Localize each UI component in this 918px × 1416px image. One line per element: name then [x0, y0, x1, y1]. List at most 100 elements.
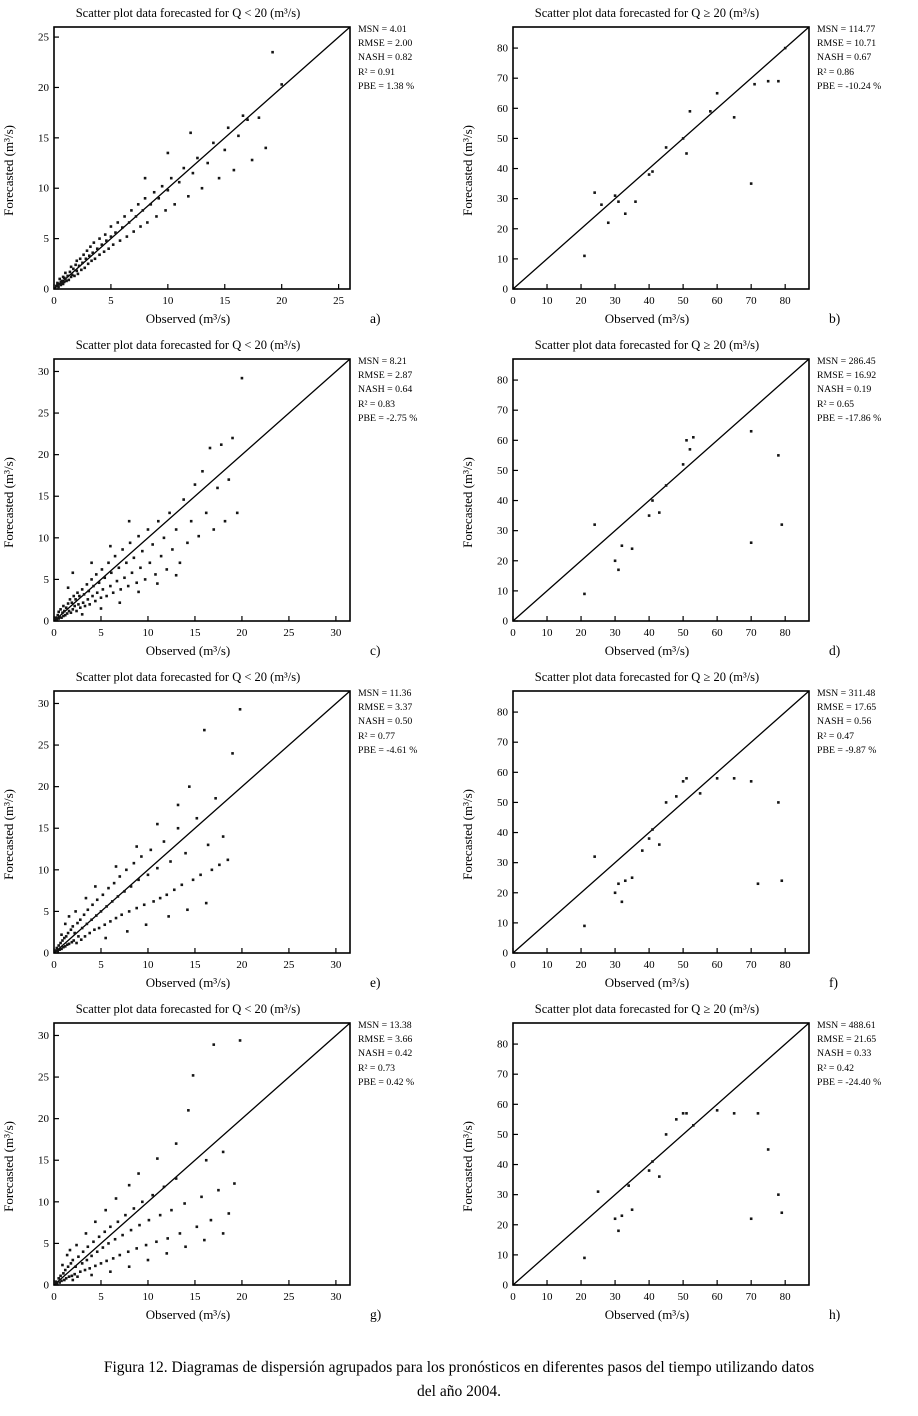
stat-rmse: RMSE = 17.65 [817, 702, 877, 714]
svg-text:40: 40 [644, 1291, 656, 1303]
svg-text:25: 25 [38, 1072, 50, 1084]
panel-letter: e) [370, 975, 381, 990]
scatter-panel: Scatter plot data forecasted for Q ≥ 20 … [459, 338, 918, 670]
svg-text:0: 0 [44, 948, 50, 960]
svg-text:0: 0 [510, 1291, 516, 1303]
stat-msn: MSN = 13.38 [358, 1020, 412, 1031]
x-axis-label: Observed (m³/s) [604, 311, 690, 326]
x-axis-label: Observed (m³/s) [145, 643, 231, 658]
y-axis-label-wrap: Forecasted (m³/s) [0, 21, 18, 319]
svg-text:70: 70 [497, 405, 509, 417]
svg-text:50: 50 [497, 797, 509, 809]
svg-text:10: 10 [497, 253, 509, 265]
svg-text:60: 60 [712, 627, 724, 639]
svg-text:5: 5 [108, 295, 114, 307]
svg-text:80: 80 [780, 1291, 792, 1303]
svg-text:5: 5 [44, 906, 50, 918]
x-axis-label-row: Observed (m³/s) f) [477, 975, 838, 991]
y-axis-label: Forecasted (m³/s) [460, 1120, 475, 1212]
panel-letter: b) [829, 311, 841, 326]
x-axis-label-row: Observed (m³/s) c) [18, 643, 381, 659]
stat-rmse: RMSE = 10.71 [817, 38, 877, 50]
stat-nash: NASH = 0.67 [817, 52, 872, 64]
svg-text:20: 20 [497, 1219, 509, 1231]
svg-text:40: 40 [497, 495, 509, 507]
scatter-panel: Scatter plot data forecasted for Q ≥ 20 … [459, 670, 918, 1002]
x-axis-label: Observed (m³/s) [145, 1307, 231, 1322]
stat-r2: R² = 0.86 [817, 66, 855, 78]
stat-nash: NASH = 0.82 [358, 52, 413, 64]
y-axis-label-wrap: Forecasted (m³/s) [0, 1017, 18, 1315]
chart-title: Scatter plot data forecasted for Q ≥ 20 … [534, 1002, 760, 1016]
svg-text:20: 20 [38, 82, 50, 94]
scatter-plot: 0 5 10 15 20 25 30 0 5 10 15 20 25 30 [38, 690, 351, 971]
svg-text:25: 25 [283, 959, 295, 971]
panel-letter: d) [829, 643, 841, 658]
svg-text:60: 60 [712, 295, 724, 307]
svg-text:40: 40 [644, 959, 656, 971]
svg-text:0: 0 [503, 1280, 509, 1292]
svg-text:25: 25 [333, 295, 345, 307]
svg-text:20: 20 [236, 1291, 248, 1303]
svg-text:0: 0 [503, 948, 509, 960]
stat-r2: R² = 0.47 [817, 730, 855, 742]
stat-rmse: RMSE = 3.37 [358, 702, 413, 714]
svg-text:0: 0 [503, 284, 509, 296]
svg-text:80: 80 [497, 375, 509, 387]
stats-box: MSN = 13.38 RMSE = 3.66 NASH = 0.42 R² =… [358, 1017, 454, 1090]
stat-pbe: PBE = -2.75 % [358, 412, 418, 424]
y-axis-label-wrap: Forecasted (m³/s) [0, 353, 18, 651]
svg-text:20: 20 [576, 295, 588, 307]
y-axis-label: Forecasted (m³/s) [1, 124, 16, 216]
svg-text:20: 20 [576, 959, 588, 971]
svg-text:0: 0 [510, 627, 516, 639]
svg-text:60: 60 [712, 959, 724, 971]
figure-caption: Figura 12. Diagramas de dispersión agrup… [0, 1356, 918, 1404]
svg-text:60: 60 [497, 103, 509, 115]
stat-rmse: RMSE = 2.00 [358, 38, 413, 50]
svg-text:30: 30 [38, 698, 50, 710]
y-axis-label: Forecasted (m³/s) [1, 1120, 16, 1212]
scatter-panel: Scatter plot data forecasted for Q < 20 … [0, 670, 459, 1002]
svg-text:40: 40 [644, 627, 656, 639]
svg-text:60: 60 [497, 1099, 509, 1111]
svg-text:0: 0 [51, 627, 57, 639]
chart-title: Scatter plot data forecasted for Q < 20 … [75, 670, 301, 684]
stat-r2: R² = 0.73 [358, 1062, 396, 1074]
svg-text:30: 30 [610, 959, 622, 971]
chart-title: Scatter plot data forecasted for Q < 20 … [75, 338, 301, 352]
x-axis-label-row: Observed (m³/s) g) [18, 1307, 381, 1323]
stat-nash: NASH = 0.56 [817, 716, 872, 728]
stat-nash: NASH = 0.42 [358, 1048, 413, 1060]
x-axis-label: Observed (m³/s) [145, 311, 231, 326]
svg-text:5: 5 [44, 1238, 50, 1250]
y-axis-label: Forecasted (m³/s) [460, 124, 475, 216]
svg-text:15: 15 [219, 295, 231, 307]
svg-text:30: 30 [38, 366, 50, 378]
svg-text:25: 25 [38, 740, 50, 752]
svg-text:10: 10 [497, 917, 509, 929]
svg-text:5: 5 [98, 1291, 104, 1303]
stat-pbe: PBE = -4.61 % [358, 744, 418, 756]
svg-text:10: 10 [497, 1249, 509, 1261]
svg-text:10: 10 [497, 585, 509, 597]
x-axis-label-row: Observed (m³/s) h) [477, 1307, 840, 1323]
svg-text:10: 10 [38, 864, 50, 876]
svg-text:20: 20 [276, 295, 288, 307]
svg-text:25: 25 [283, 627, 295, 639]
svg-text:60: 60 [497, 767, 509, 779]
svg-text:40: 40 [497, 163, 509, 175]
svg-text:30: 30 [330, 1291, 342, 1303]
svg-text:0: 0 [51, 1291, 57, 1303]
svg-text:20: 20 [38, 1113, 50, 1125]
scatter-plot: 0 5 10 15 20 25 0 5 10 15 20 25 [38, 26, 351, 307]
svg-text:0: 0 [44, 284, 50, 296]
svg-text:15: 15 [38, 491, 50, 503]
svg-text:20: 20 [497, 887, 509, 899]
x-axis-label: Observed (m³/s) [604, 1307, 690, 1322]
stat-rmse: RMSE = 3.66 [358, 1034, 413, 1046]
stat-r2: R² = 0.65 [817, 398, 855, 410]
svg-text:10: 10 [142, 959, 154, 971]
chart-title: Scatter plot data forecasted for Q < 20 … [75, 6, 301, 20]
